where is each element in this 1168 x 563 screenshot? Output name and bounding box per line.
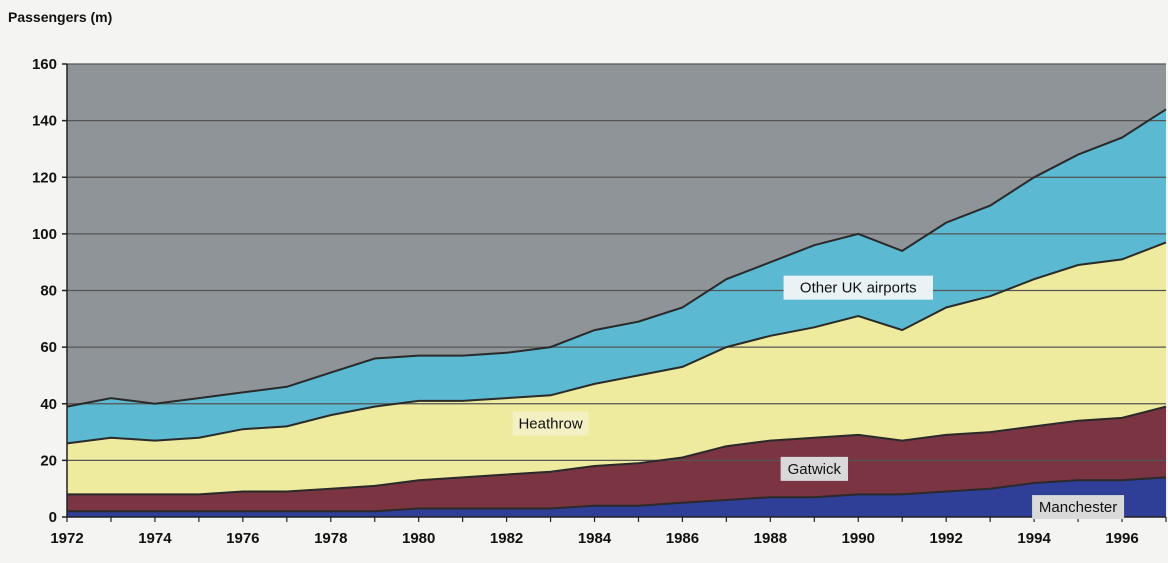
y-tick-label: 100 bbox=[32, 226, 57, 243]
line-manchester bbox=[67, 476, 1167, 513]
y-tick-label: 160 bbox=[32, 56, 57, 73]
x-tick-label: 1996 bbox=[1105, 530, 1138, 547]
x-tick-label: 1974 bbox=[138, 530, 172, 547]
x-tick-label: 1978 bbox=[314, 530, 347, 547]
annotation-gatwick: Gatwick bbox=[788, 461, 842, 478]
x-tick-label: 1986 bbox=[666, 530, 699, 547]
axes: 0 20 40 60 80 100 120 140 160 1972 1974 1976 1978 198… bbox=[32, 56, 1167, 547]
annotations: Other UK airports Heathrow Gatwick Manchest… bbox=[512, 275, 1125, 520]
line-heathrow bbox=[66, 241, 1167, 445]
x-tick-label: 1980 bbox=[402, 530, 435, 547]
line-other-uk-airports bbox=[66, 108, 1167, 408]
x-tick-label: 1988 bbox=[754, 530, 787, 547]
x-tick-label: 1992 bbox=[930, 530, 963, 547]
y-tick-label: 80 bbox=[40, 283, 57, 300]
annotation-other-uk-airports: Other UK airports bbox=[800, 280, 917, 297]
y-axis-label: Passengers (m) bbox=[8, 9, 112, 25]
x-tick-label: 1972 bbox=[50, 530, 83, 547]
y-tick-label: 120 bbox=[32, 169, 57, 186]
line-gatwick bbox=[67, 405, 1167, 496]
area-other-uk-airports bbox=[67, 109, 1166, 444]
x-tick-label: 1976 bbox=[226, 530, 259, 547]
gridlines bbox=[67, 63, 1166, 461]
x-tick-label: 1990 bbox=[842, 530, 875, 547]
annotation-heathrow: Heathrow bbox=[518, 416, 582, 433]
y-tick-label: 0 bbox=[49, 509, 57, 526]
series-lines bbox=[66, 108, 1167, 513]
annotation-manchester: Manchester bbox=[1039, 499, 1117, 516]
y-tick-label: 60 bbox=[40, 339, 57, 356]
y-tick-label: 20 bbox=[40, 452, 57, 469]
annotation-box-heathrow bbox=[512, 411, 589, 436]
annotation-box-other-uk-airports bbox=[783, 275, 933, 300]
x-tick-label: 1984 bbox=[578, 530, 612, 547]
series-areas bbox=[67, 109, 1166, 517]
y-tick-label: 40 bbox=[40, 396, 57, 413]
y-tick-label: 140 bbox=[32, 113, 57, 130]
area-heathrow bbox=[67, 242, 1166, 495]
x-tick-label: 1994 bbox=[1017, 530, 1051, 547]
x-tick-label: 1982 bbox=[490, 530, 523, 547]
annotation-box-manchester bbox=[1032, 495, 1125, 520]
area-gatwick bbox=[67, 406, 1166, 512]
area-manchester bbox=[67, 477, 1166, 517]
annotation-box-gatwick bbox=[780, 456, 849, 481]
